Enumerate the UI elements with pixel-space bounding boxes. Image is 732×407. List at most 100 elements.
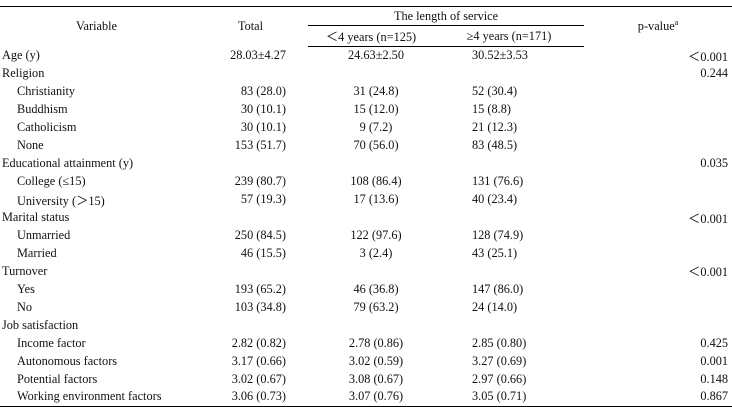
cell-lt4-years: 3.07 (0.76) bbox=[308, 388, 434, 407]
header-group-label: The length of service bbox=[393, 8, 499, 23]
cell-total: 3.17 (0.66) bbox=[231, 353, 286, 368]
cell-variable: Unmarried bbox=[17, 227, 71, 242]
cell-ge4-years: 2.97 (0.66) bbox=[472, 371, 527, 386]
cell-ge4-years: 2.85 (0.80) bbox=[472, 335, 527, 350]
cell-variable: Buddhism bbox=[17, 102, 68, 117]
cell-pvalue bbox=[584, 119, 732, 137]
cell-pvalue: 0.425 bbox=[700, 335, 729, 350]
cell-total: 3.02 (0.67) bbox=[231, 371, 286, 386]
cell-variable: Working environment factors bbox=[0, 388, 193, 407]
cell-lt4-years: 122 (97.6) bbox=[350, 227, 402, 242]
cell-ge4-years bbox=[434, 316, 584, 334]
table-row: Potential factors 3.02 (0.67) 3.08 (0.67) 2… bbox=[0, 370, 732, 388]
cell-pvalue bbox=[584, 244, 732, 262]
cell-pvalue bbox=[584, 298, 732, 316]
table-row: Working environment factors 3.06 (0.73) 3.… bbox=[0, 388, 732, 407]
cell-variable: Autonomous factors bbox=[17, 353, 118, 368]
cell-pvalue: 0.001 bbox=[700, 353, 729, 368]
cell-pvalue bbox=[584, 101, 732, 119]
cell-variable: Catholicism bbox=[17, 120, 77, 135]
header-variable: Variable bbox=[76, 19, 117, 34]
cell-ge4-years: 52 (30.4) bbox=[472, 84, 518, 99]
cell-variable: Potential factors bbox=[17, 371, 98, 386]
cell-lt4-years: 3.08 (0.67) bbox=[348, 371, 404, 386]
header-pvalue-label: p-value bbox=[637, 19, 675, 34]
cell-ge4-years bbox=[434, 262, 584, 280]
cell-pvalue: ＜0.001 bbox=[688, 265, 729, 280]
table-row: Income factor 2.82 (0.82) 2.78 (0.86) 2.85 … bbox=[0, 334, 732, 352]
cell-total bbox=[193, 155, 308, 173]
cell-pvalue: 0.867 bbox=[584, 388, 732, 407]
cell-ge4-years: 43 (25.1) bbox=[472, 245, 518, 260]
cell-ge4-years: 83 (48.5) bbox=[472, 138, 518, 153]
cell-total bbox=[193, 209, 308, 227]
header-total: Total bbox=[237, 19, 264, 34]
cell-lt4-years: 17 (13.6) bbox=[353, 192, 399, 206]
cell-lt4-years: 9 (7.2) bbox=[359, 120, 393, 135]
cell-variable: Age (y) bbox=[2, 48, 40, 63]
cell-total bbox=[193, 65, 308, 83]
cell-pvalue: 0.244 bbox=[700, 66, 729, 81]
cell-variable: None bbox=[17, 138, 44, 153]
cell-variable: No bbox=[17, 299, 33, 314]
cell-lt4-years bbox=[308, 209, 434, 227]
table-row: Turnover ＜0.001 bbox=[0, 262, 732, 280]
cell-pvalue bbox=[584, 137, 732, 155]
cell-ge4-years bbox=[434, 65, 584, 83]
cell-pvalue bbox=[584, 280, 732, 298]
table-row: Yes 193 (65.2) 46 (36.8) 147 (86.0) bbox=[0, 280, 732, 298]
cell-total: 103 (34.8) bbox=[234, 299, 286, 314]
cell-total: 153 (51.7) bbox=[234, 138, 286, 153]
cell-variable: Educational attainment (y) bbox=[2, 156, 134, 171]
table-row: No 103 (34.8) 79 (63.2) 24 (14.0) bbox=[0, 298, 732, 316]
cell-pvalue bbox=[584, 83, 732, 101]
cell-ge4-years: 128 (74.9) bbox=[472, 227, 524, 242]
cell-variable: University (＞15) bbox=[17, 193, 105, 208]
table-row: Christianity 83 (28.0) 31 (24.8) 52 (30.4) bbox=[0, 83, 732, 101]
cell-ge4-years: 131 (76.6) bbox=[472, 174, 524, 189]
cell-total: 2.82 (0.82) bbox=[231, 335, 286, 350]
header-lt4-years: ＜4 years (n=125) bbox=[308, 25, 434, 47]
cell-total: 193 (65.2) bbox=[234, 281, 286, 296]
header-pvalue-superscript: a bbox=[674, 18, 679, 28]
cell-total: 30 (10.1) bbox=[240, 120, 286, 135]
cell-variable: Married bbox=[17, 245, 57, 260]
table-row: College (≤15) 239 (80.7) 108 (86.4) 131 (76… bbox=[0, 173, 732, 191]
cell-variable: Christianity bbox=[17, 84, 76, 99]
cell-lt4-years: 108 (86.4) bbox=[350, 174, 402, 189]
table-row: Autonomous factors 3.17 (0.66) 3.02 (0.59)… bbox=[0, 352, 732, 370]
header-group-length-of-service: The length of service bbox=[308, 6, 585, 26]
cell-pvalue bbox=[584, 227, 732, 245]
table-row: Unmarried 250 (84.5) 122 (97.6) 128 (74.9) bbox=[0, 227, 732, 245]
cell-lt4-years: 79 (63.2) bbox=[353, 299, 399, 314]
cell-total: 83 (28.0) bbox=[240, 84, 286, 99]
cell-lt4-years: 3.02 (0.59) bbox=[348, 353, 404, 368]
cell-pvalue bbox=[584, 173, 732, 191]
table-row: Age (y) 28.03±4.27 24.63±2.50 30.52±3.53 ＜0.… bbox=[0, 47, 732, 65]
cell-ge4-years bbox=[434, 155, 584, 173]
table-row: Buddhism 30 (10.1) 15 (12.0) 15 (8.8) bbox=[0, 101, 732, 119]
cell-ge4-years: 30.52±3.53 bbox=[472, 48, 528, 63]
cell-lt4-years bbox=[308, 262, 434, 280]
cell-variable: Yes bbox=[17, 281, 35, 296]
table-row: Job satisfaction bbox=[0, 316, 732, 334]
cell-pvalue bbox=[584, 316, 732, 334]
cell-lt4-years: 24.63±2.50 bbox=[348, 48, 404, 63]
table-row: Married 46 (15.5) 3 (2.4) 43 (25.1) bbox=[0, 244, 732, 262]
cell-ge4-years: 21 (12.3) bbox=[472, 120, 518, 135]
table-row: None 153 (51.7) 70 (56.0) 83 (48.5) bbox=[0, 137, 732, 155]
cell-lt4-years: 2.78 (0.86) bbox=[348, 335, 404, 350]
cell-total bbox=[193, 316, 308, 334]
cell-ge4-years: 147 (86.0) bbox=[472, 281, 524, 296]
cell-total: 46 (15.5) bbox=[240, 245, 286, 260]
cell-total: 30 (10.1) bbox=[240, 102, 286, 117]
cell-pvalue: 0.035 bbox=[700, 156, 729, 171]
cell-variable: Income factor bbox=[17, 335, 86, 350]
cell-total: 57 (19.3) bbox=[240, 192, 286, 206]
cell-lt4-years: 70 (56.0) bbox=[353, 138, 399, 153]
cell-total: 239 (80.7) bbox=[234, 174, 286, 189]
cell-pvalue bbox=[584, 191, 732, 209]
table-row: Catholicism 30 (10.1) 9 (7.2) 21 (12.3) bbox=[0, 119, 732, 137]
header-ge4-years: ≥4 years (n=171) bbox=[434, 25, 585, 47]
